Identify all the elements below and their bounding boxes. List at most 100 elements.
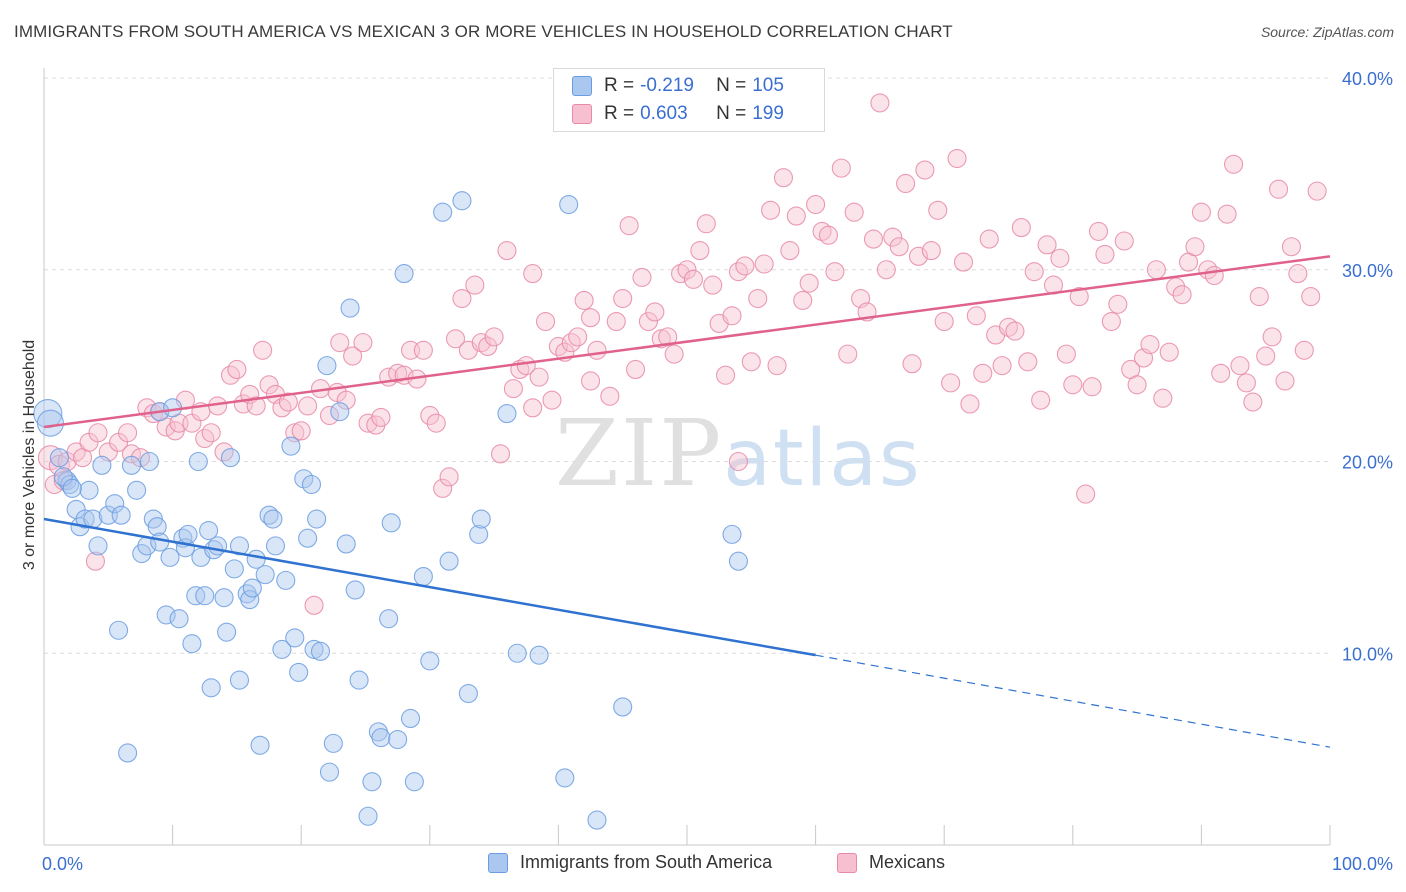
- point-south-america: [272, 639, 292, 659]
- point-mexicans: [1088, 221, 1109, 241]
- x-tick-label: 100.0%: [1332, 854, 1393, 874]
- point-south-america: [420, 651, 440, 671]
- point-mexicans: [371, 407, 391, 427]
- point-mexicans: [1069, 287, 1089, 307]
- point-mexicans: [947, 148, 967, 169]
- point-mexicans: [1095, 244, 1115, 264]
- y-tick-label: 40.0%: [1342, 69, 1393, 89]
- point-mexicans: [658, 327, 678, 347]
- point-mexicans: [831, 158, 851, 178]
- series-legend-label: Immigrants from South America: [520, 852, 773, 872]
- point-south-america: [497, 404, 517, 424]
- point-mexicans: [497, 241, 517, 261]
- point-south-america: [217, 622, 237, 642]
- point-mexicans: [806, 195, 826, 215]
- point-mexicans: [490, 444, 511, 464]
- point-south-america: [613, 697, 633, 717]
- point-mexicans: [1037, 235, 1057, 255]
- point-mexicans: [298, 396, 318, 416]
- point-mexicans: [960, 394, 980, 414]
- point-mexicans: [1024, 262, 1044, 282]
- point-mexicans: [1269, 179, 1289, 199]
- point-mexicans: [330, 333, 350, 353]
- point-mexicans: [703, 275, 723, 295]
- point-mexicans: [992, 356, 1012, 376]
- point-mexicans: [1230, 356, 1250, 376]
- point-mexicans: [638, 311, 658, 332]
- point-mexicans: [921, 241, 941, 261]
- point-mexicans: [780, 241, 800, 261]
- point-south-america: [404, 772, 424, 792]
- point-south-america: [394, 264, 414, 284]
- y-tick-label: 30.0%: [1342, 261, 1393, 281]
- point-south-america: [92, 455, 112, 475]
- point-south-america: [307, 509, 327, 529]
- point-mexicans: [876, 260, 896, 280]
- point-south-america: [294, 469, 314, 489]
- point-mexicans: [353, 333, 373, 353]
- point-south-america: [439, 551, 459, 571]
- point-mexicans: [915, 160, 935, 180]
- point-south-america: [240, 590, 260, 610]
- point-south-america: [340, 298, 360, 318]
- point-mexicans: [1224, 154, 1244, 174]
- point-mexicans: [1146, 260, 1166, 280]
- point-mexicans: [1288, 264, 1308, 284]
- point-mexicans: [626, 359, 646, 380]
- legend-n-label: N =: [716, 103, 747, 124]
- point-mexicans: [748, 288, 768, 309]
- point-mexicans: [818, 225, 839, 245]
- point-mexicans: [433, 478, 453, 498]
- point-mexicans: [278, 392, 298, 412]
- point-mexicans: [767, 356, 787, 376]
- point-mexicans: [1236, 373, 1256, 393]
- point-mexicans: [1140, 334, 1160, 355]
- legend-n-label: N =: [716, 75, 747, 96]
- point-south-america: [111, 505, 131, 525]
- point-south-america: [242, 578, 262, 598]
- point-mexicans: [979, 229, 999, 249]
- point-mexicans: [754, 254, 774, 274]
- point-south-america: [160, 547, 180, 567]
- point-south-america: [452, 191, 472, 211]
- legend-row-mexicans: R = 0.603 N = 199: [572, 100, 784, 128]
- point-mexicans: [503, 379, 523, 399]
- point-mexicans: [452, 288, 472, 309]
- point-south-america: [400, 708, 421, 728]
- legend-r-label: R =: [604, 75, 635, 96]
- point-south-america: [188, 451, 208, 472]
- series-legend: Immigrants from South America Mexicans: [0, 852, 1406, 878]
- point-south-america: [169, 609, 189, 629]
- point-mexicans: [1294, 340, 1314, 360]
- point-south-america: [304, 639, 324, 659]
- point-mexicans: [1063, 375, 1083, 395]
- point-south-america: [469, 524, 489, 544]
- point-mexicans: [1108, 294, 1128, 314]
- point-mexicans: [870, 93, 890, 113]
- point-mexicans: [319, 405, 340, 426]
- point-south-america: [301, 474, 322, 495]
- point-mexicans: [973, 363, 993, 383]
- point-mexicans: [953, 252, 974, 272]
- point-mexicans: [677, 260, 697, 280]
- point-south-america: [224, 559, 244, 579]
- point-south-america: [371, 728, 391, 748]
- point-mexicans: [85, 551, 105, 571]
- point-south-america: [62, 478, 82, 498]
- point-mexicans: [1056, 344, 1076, 364]
- point-mexicans: [896, 173, 916, 194]
- point-mexicans: [580, 371, 601, 391]
- point-south-america: [265, 536, 286, 556]
- point-south-america: [529, 645, 549, 665]
- point-mexicans: [304, 595, 324, 615]
- point-south-america: [49, 448, 69, 468]
- point-mexicans: [773, 168, 794, 188]
- point-south-america: [281, 436, 301, 456]
- point-mexicans: [1249, 287, 1269, 307]
- point-mexicans: [246, 396, 266, 416]
- watermark-atlas: atlas: [723, 414, 922, 504]
- point-south-america: [722, 524, 742, 544]
- point-mexicans: [619, 216, 639, 236]
- point-mexicans: [1101, 311, 1121, 332]
- point-south-america: [298, 528, 318, 548]
